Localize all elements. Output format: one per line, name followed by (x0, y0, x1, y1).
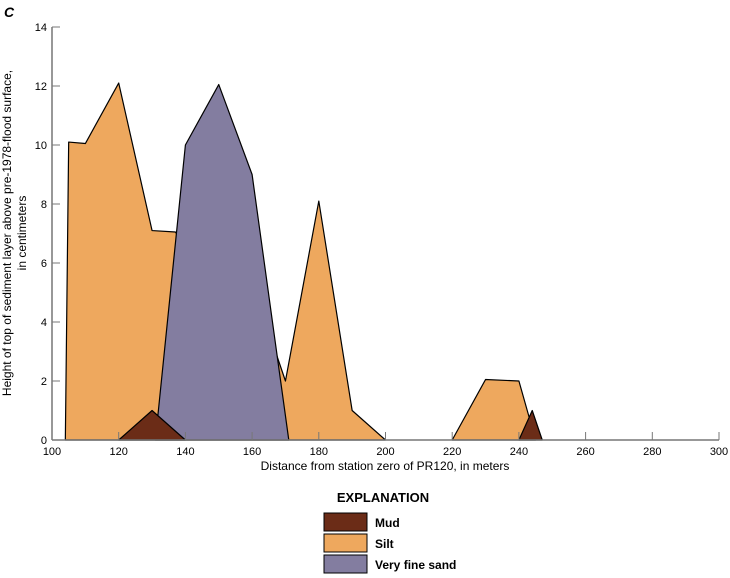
x-tick-label: 300 (710, 446, 728, 458)
panel-label: C (4, 4, 15, 20)
y-tick-label: 4 (41, 317, 47, 329)
x-tick-label: 120 (110, 446, 128, 458)
y-tick-label: 12 (35, 81, 47, 93)
x-tick-label: 280 (643, 446, 661, 458)
y-tick-label: 0 (41, 435, 47, 447)
x-tick-label: 180 (310, 446, 328, 458)
very-fine-sand-area-0 (154, 83, 290, 441)
x-tick-label: 160 (243, 446, 261, 458)
legend-label: Mud (375, 516, 400, 530)
y-tick-label: 14 (35, 22, 47, 34)
legend-label: Very fine sand (375, 558, 456, 572)
legend-swatch-mud (323, 512, 368, 532)
y-tick-label: 8 (41, 199, 47, 211)
y-tick-label: 2 (41, 376, 47, 388)
legend-swatch-very-fine-sand (323, 554, 368, 574)
legend-label: Silt (375, 537, 394, 551)
y-axis-label-line1: Height of top of sediment layer above pr… (0, 70, 14, 396)
y-tick-label: 6 (41, 258, 47, 270)
x-tick-label: 100 (43, 446, 61, 458)
legend-swatch-silt (323, 533, 368, 553)
legend-title: EXPLANATION (337, 490, 429, 505)
x-tick-label: 260 (576, 446, 594, 458)
x-tick-label: 240 (510, 446, 528, 458)
y-tick-label: 10 (35, 140, 47, 152)
x-tick-label: 220 (443, 446, 461, 458)
y-axis-label-line2: in centimeters (15, 196, 29, 271)
x-tick-label: 200 (376, 446, 394, 458)
x-axis-label: Distance from station zero of PR120, in … (261, 459, 510, 473)
x-tick-label: 140 (176, 446, 194, 458)
